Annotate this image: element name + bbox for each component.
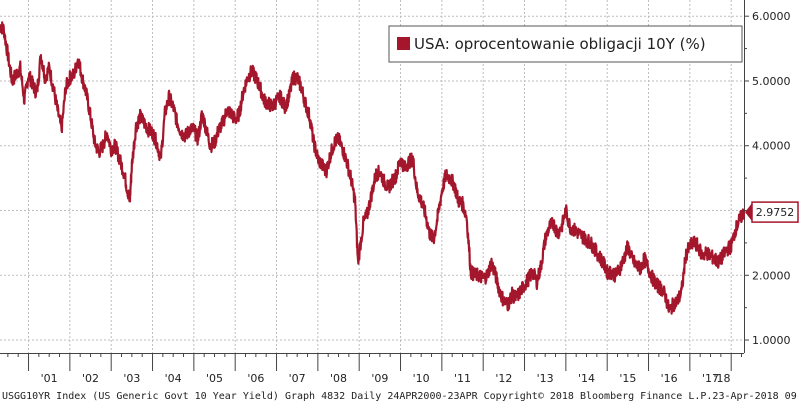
footer: USGG10YR Index (US Generic Govt 10 Year … [2,391,799,402]
last-value-group: 2.9752 [745,201,799,223]
y-tick-label: 4.0000 [752,140,791,153]
series-group [0,21,746,315]
x-tick-label: '14 [578,372,595,385]
x-tick-label: '03 [123,372,140,385]
grid [0,0,744,353]
x-tick-label: '16 [661,372,678,385]
x-tick-label: '17 [702,372,719,385]
x-tick-label: '02 [82,372,99,385]
x-tick-label: '11 [454,372,471,385]
legend-label: USA: oprocentowanie obligacji 10Y (%) [414,35,706,53]
x-tick-label: '04 [165,372,182,385]
x-tick-label: '08 [330,372,347,385]
x-tick-label: '09 [371,372,388,385]
x-axis: '01 '02 '03 '04 '05 '06 '07 '08 '09 '10 '11 '12 '13 '… [0,353,744,385]
legend-swatch [397,37,410,50]
y-tick-label: 1.0000 [752,334,791,347]
x-tick-label: '15 [619,372,636,385]
last-value-pointer [745,203,752,222]
legend-box [388,25,743,63]
legend: USA: oprocentowanie obligacji 10Y (%) [388,25,743,63]
last-value-box [751,201,799,223]
footer-timestamp: 23-Apr-2018 09:48:21 [712,391,799,402]
x-tick-label: '01 [41,372,58,385]
y-tick-label: 6.0000 [752,10,791,23]
y-tick-label: 5.0000 [752,75,791,88]
footer-source: USGG10YR Index (US Generic Govt 10 Year … [2,391,713,402]
series-line [0,21,746,315]
x-tick-label: '10 [413,372,430,385]
last-value-label: 2.9752 [756,206,795,219]
y-tick-label: 2.0000 [752,269,791,282]
x-tick-label: '06 [247,372,264,385]
x-tick-label: '05 [206,372,223,385]
x-tick-label: '18 [713,372,730,385]
x-tick-label: '13 [537,372,554,385]
x-tick-label: '12 [495,372,512,385]
x-tick-label: '07 [289,372,306,385]
yield-chart: '01 '02 '03 '04 '05 '06 '07 '08 '09 '10 '11 '12 '13 '… [0,0,799,385]
